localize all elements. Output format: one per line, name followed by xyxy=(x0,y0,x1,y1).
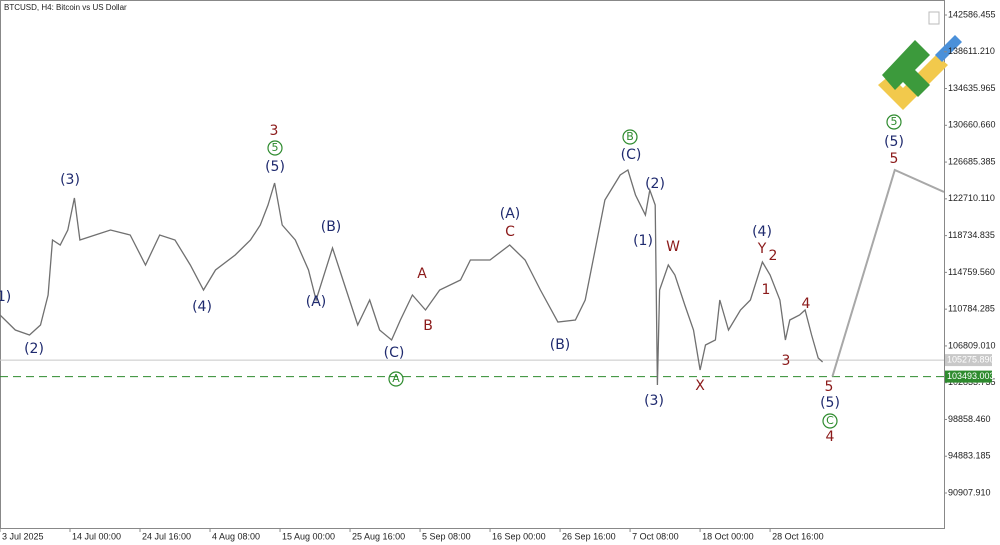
wave-circle xyxy=(267,140,283,156)
price-label-box xyxy=(945,354,992,367)
wave-label: A xyxy=(392,372,400,385)
wave-circle xyxy=(886,114,902,130)
wave-label: B xyxy=(423,318,433,334)
wave-label: 2 xyxy=(769,248,778,264)
y-tick-label: 138611.210 xyxy=(948,46,995,56)
wave-label: (2) xyxy=(645,176,665,192)
wave-label: (3) xyxy=(644,393,664,409)
y-tick-label: 118734.835 xyxy=(948,230,995,240)
x-tick-label: 25 Aug 16:00 xyxy=(352,531,405,541)
x-tick-label: 18 Oct 00:00 xyxy=(702,531,754,541)
wave-label: (4) xyxy=(192,299,212,315)
wave-label: X xyxy=(695,378,705,394)
wave-label: 3 xyxy=(270,123,279,139)
wave-label: A xyxy=(417,266,427,282)
chart-title: BTCUSD, H4: Bitcoin vs US Dollar xyxy=(4,3,127,12)
wave-label: C xyxy=(826,414,834,427)
x-tick-label: 3 Jul 2025 xyxy=(2,531,44,541)
wave-label: (4) xyxy=(752,224,772,240)
logo xyxy=(878,35,962,110)
wave-label: (A) xyxy=(500,206,521,222)
price-label: 103493.003 xyxy=(947,371,995,381)
x-tick-label: 5 Sep 08:00 xyxy=(422,531,471,541)
y-tick-label: 126685.385 xyxy=(948,156,996,166)
wave-label: (C) xyxy=(384,345,405,361)
y-tick-label: 106809.010 xyxy=(948,340,996,350)
wave-label: 5 xyxy=(825,379,834,395)
x-tick-label: 7 Oct 08:00 xyxy=(632,531,679,541)
wave-label: C xyxy=(505,224,515,240)
y-tick-label: 130660.660 xyxy=(948,120,996,130)
y-tick-label: 110784.285 xyxy=(948,304,995,314)
wave-label: (2) xyxy=(24,341,44,357)
price-label-box xyxy=(945,370,992,383)
y-tick-label: 122710.110 xyxy=(948,193,995,203)
price-label: 105275.890 xyxy=(947,354,995,364)
wave-label: (B) xyxy=(550,337,571,353)
y-tick-label: 98858.460 xyxy=(948,414,991,424)
wave-circle xyxy=(388,371,404,387)
wave-label: (1) xyxy=(633,233,653,249)
x-tick-label: 15 Aug 00:00 xyxy=(282,531,335,541)
wave-label: (5) xyxy=(884,134,904,150)
logo-blue xyxy=(935,35,962,62)
wave-label: 5 xyxy=(890,151,899,167)
wave-label: (B) xyxy=(321,219,342,235)
scale-button[interactable] xyxy=(928,11,940,25)
wave-label: B xyxy=(626,130,634,143)
wave-label: 4 xyxy=(802,296,811,312)
wave-label: 5 xyxy=(272,141,279,154)
x-tick-label: 16 Sep 00:00 xyxy=(492,531,546,541)
x-tick-label: 4 Aug 08:00 xyxy=(212,531,260,541)
series-line xyxy=(0,168,824,386)
wave-label: Y xyxy=(757,241,767,257)
y-tick-label: 142586.455 xyxy=(948,9,996,19)
wave-label: (5) xyxy=(820,395,840,411)
y-tick-label: 114759.560 xyxy=(948,267,995,277)
wave-label: 1) xyxy=(0,289,11,305)
x-tick-label: 24 Jul 16:00 xyxy=(142,531,191,541)
wave-label: 5 xyxy=(891,115,898,128)
x-tick-label: 28 Oct 16:00 xyxy=(772,531,824,541)
wave-circle xyxy=(822,413,838,429)
x-tick-label: 26 Sep 16:00 xyxy=(562,531,616,541)
y-tick-label: 94883.185 xyxy=(948,451,991,461)
wave-circle xyxy=(622,129,638,145)
wave-label: 3 xyxy=(782,353,791,369)
wave-label: W xyxy=(666,239,680,255)
plot-frame xyxy=(0,0,945,529)
series-line xyxy=(831,168,944,377)
wave-label: (3) xyxy=(60,172,80,188)
y-tick-label: 90907.910 xyxy=(948,487,991,497)
wave-label: 1 xyxy=(762,282,771,298)
wave-label: (5) xyxy=(265,159,285,175)
wave-label: 4 xyxy=(826,429,835,445)
wave-label: (C) xyxy=(621,147,642,163)
x-tick-label: 14 Jul 00:00 xyxy=(72,531,121,541)
wave-label: (A) xyxy=(306,294,327,310)
logo-green xyxy=(882,40,930,97)
y-tick-label: 134635.965 xyxy=(948,83,996,93)
